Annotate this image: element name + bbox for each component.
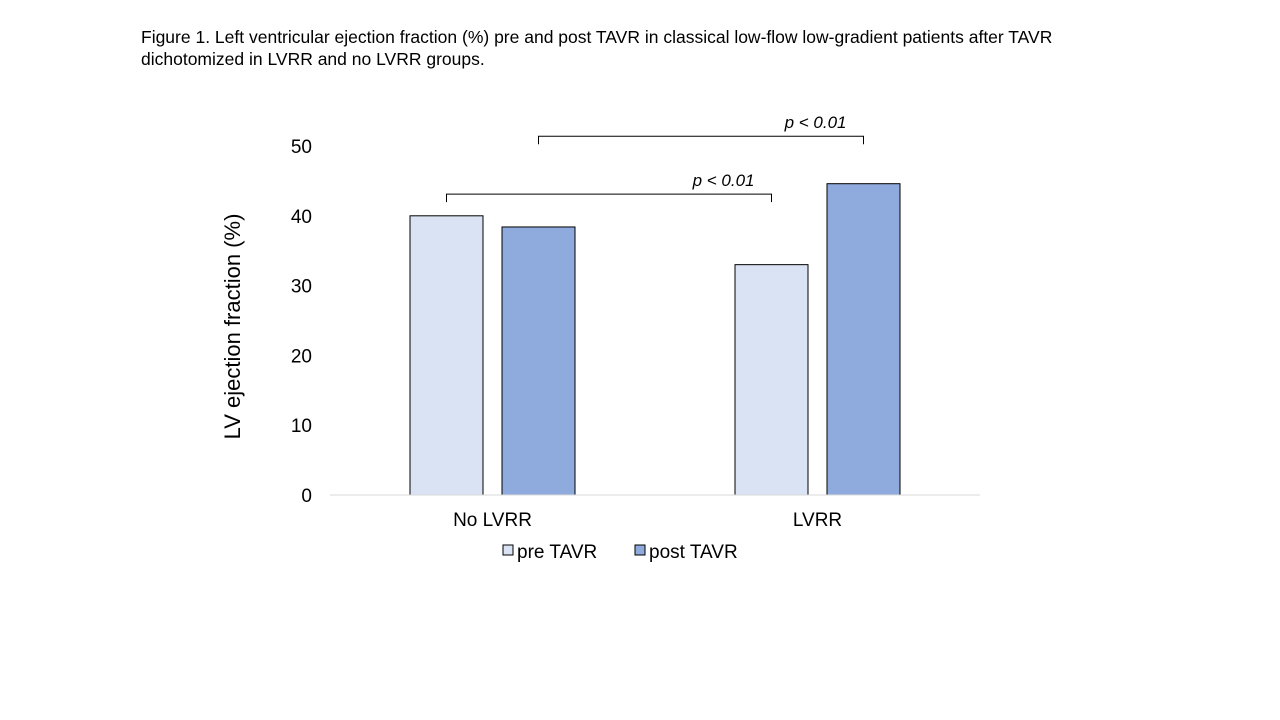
y-tick-labels: 0 10 20 30 40 50 [291,137,312,507]
legend: pre TAVR post TAVR [502,542,738,563]
significance-bracket [446,193,772,203]
bar-no-lvrr-pre-tavr [409,215,484,496]
significance-annotations: p < 0.01 p < 0.01 [446,113,864,203]
bars-group [409,183,901,496]
y-axis-label: LV ejection fraction (%) [220,214,245,440]
legend-swatch [634,544,646,556]
caption-line-1: Figure 1. Left ventricular ejection frac… [141,27,1053,47]
p-value-label: p < 0.01 [692,171,755,190]
x-category-label: LVRR [793,510,842,531]
legend-label: pre TAVR [517,542,597,563]
y-tick-label: 10 [291,416,312,437]
caption-line-2: dichotomized in LVRR and no LVRR groups. [141,49,485,69]
bar-lvrr-post-tavr [826,183,901,496]
figure-caption: Figure 1. Left ventricular ejection frac… [141,26,1141,70]
legend-swatch [502,544,514,556]
bar-no-lvrr-post-tavr [501,226,576,496]
y-tick-label: 30 [291,277,312,298]
significance-bracket [538,135,864,145]
x-category-labels: No LVRR LVRR [453,510,842,531]
legend-label: post TAVR [649,542,738,563]
bar-lvrr-pre-tavr [734,264,809,496]
y-tick-label: 0 [301,486,312,507]
y-tick-label: 20 [291,346,312,367]
y-tick-label: 40 [291,207,312,228]
y-tick-label: 50 [291,137,312,158]
x-category-label: No LVRR [453,510,532,531]
p-value-label: p < 0.01 [784,113,847,132]
